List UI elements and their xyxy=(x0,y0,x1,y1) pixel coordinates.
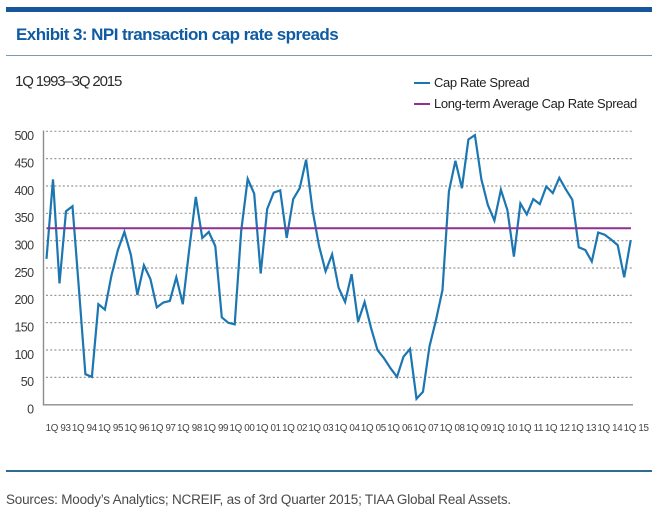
svg-text:50: 50 xyxy=(21,375,34,389)
svg-text:200: 200 xyxy=(14,293,34,307)
svg-text:1Q 13: 1Q 13 xyxy=(571,423,597,434)
svg-text:400: 400 xyxy=(14,184,34,198)
svg-text:1Q 06: 1Q 06 xyxy=(387,423,413,434)
svg-text:0: 0 xyxy=(27,403,34,417)
svg-text:1Q 03: 1Q 03 xyxy=(308,423,334,434)
svg-text:1Q 98: 1Q 98 xyxy=(177,423,203,434)
svg-text:1Q 96: 1Q 96 xyxy=(124,423,150,434)
svg-text:1Q 15: 1Q 15 xyxy=(624,423,650,434)
svg-text:1Q 07: 1Q 07 xyxy=(413,423,438,434)
svg-text:1Q 01: 1Q 01 xyxy=(256,423,281,434)
svg-text:250: 250 xyxy=(14,266,34,280)
svg-text:1Q 02: 1Q 02 xyxy=(282,423,307,434)
svg-text:150: 150 xyxy=(14,320,34,334)
svg-text:1Q 93: 1Q 93 xyxy=(46,423,72,434)
svg-text:450: 450 xyxy=(14,156,34,170)
svg-text:1Q 05: 1Q 05 xyxy=(361,423,387,434)
svg-text:1Q 14: 1Q 14 xyxy=(597,423,623,434)
svg-text:500: 500 xyxy=(14,129,34,143)
svg-text:1Q 97: 1Q 97 xyxy=(151,423,176,434)
svg-text:1Q 10: 1Q 10 xyxy=(492,423,518,434)
svg-text:1Q 94: 1Q 94 xyxy=(72,423,98,434)
svg-text:350: 350 xyxy=(14,211,34,225)
svg-text:1Q 12: 1Q 12 xyxy=(545,423,570,434)
svg-text:1Q 99: 1Q 99 xyxy=(203,423,228,434)
svg-text:1Q 09: 1Q 09 xyxy=(466,423,491,434)
svg-text:1Q 00: 1Q 00 xyxy=(230,423,256,434)
svg-text:100: 100 xyxy=(14,348,34,362)
svg-text:1Q 04: 1Q 04 xyxy=(335,423,361,434)
svg-text:300: 300 xyxy=(14,238,34,252)
svg-text:1Q 11: 1Q 11 xyxy=(519,423,543,434)
svg-text:1Q 08: 1Q 08 xyxy=(440,423,466,434)
svg-text:1Q 95: 1Q 95 xyxy=(98,423,124,434)
